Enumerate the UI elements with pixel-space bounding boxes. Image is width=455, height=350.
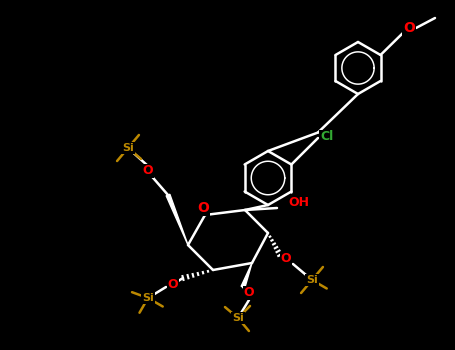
Text: O: O — [244, 287, 254, 300]
Text: O: O — [143, 164, 153, 177]
Text: Cl: Cl — [320, 131, 333, 144]
Polygon shape — [166, 194, 188, 245]
Polygon shape — [241, 263, 252, 288]
Text: O: O — [281, 252, 291, 266]
Text: Si: Si — [142, 293, 154, 303]
Text: OH: OH — [288, 196, 309, 210]
Text: O: O — [168, 278, 178, 290]
Text: Si: Si — [122, 143, 134, 153]
Text: Si: Si — [306, 275, 318, 285]
Text: Si: Si — [232, 313, 244, 323]
Text: O: O — [403, 21, 415, 35]
Text: O: O — [197, 201, 209, 215]
